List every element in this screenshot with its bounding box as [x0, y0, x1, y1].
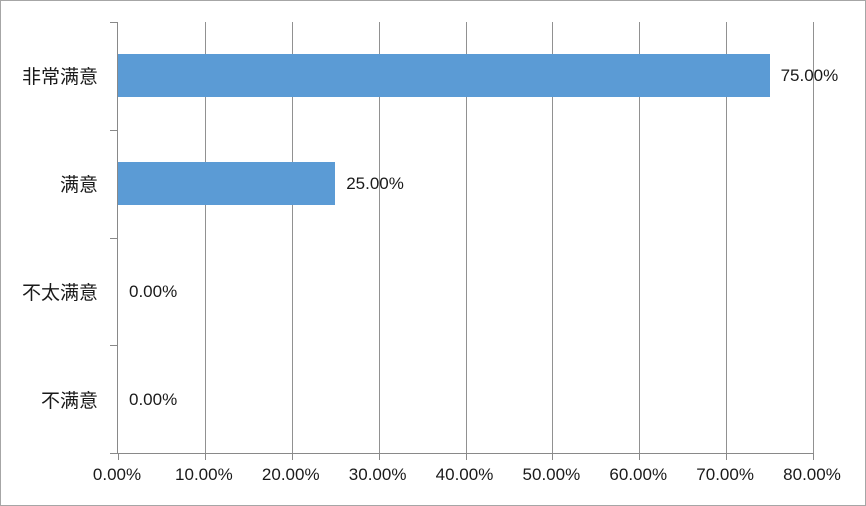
bar-row: 25.00%: [118, 130, 813, 238]
major-gridline: [291, 22, 293, 453]
x-axis-tick: [465, 453, 467, 460]
bar-row: 75.00%: [118, 22, 838, 130]
major-gridline: [465, 22, 467, 453]
data-label: 0.00%: [129, 281, 178, 301]
data-label: 0.00%: [129, 389, 178, 409]
x-axis-label: 60.00%: [609, 465, 668, 484]
x-axis-label: 40.00%: [435, 465, 494, 484]
x-axis-label: 0.00%: [92, 465, 142, 484]
category-axis: 非常满意满意不太满意不满意: [1, 22, 98, 453]
y-axis-tick: [110, 22, 117, 23]
major-gridline: [552, 22, 554, 453]
x-axis-tick: [639, 453, 641, 460]
x-axis-tick: [291, 453, 293, 460]
y-axis-tick: [110, 237, 117, 239]
value-axis: 0.00% 10.00% 20.00% 30.00% 40.00% 50.00% 60.00…: [93, 465, 841, 489]
x-axis-tick: [813, 453, 814, 460]
y-axis-tick: [110, 129, 117, 131]
x-axis-label: 30.00%: [348, 465, 407, 484]
data-bar: [118, 162, 336, 206]
bar-row: 0.00%: [118, 345, 813, 453]
major-gridline: [639, 22, 641, 453]
data-label: 25.00%: [346, 174, 404, 194]
major-gridline: [813, 22, 814, 453]
x-axis-label: 20.00%: [261, 465, 320, 484]
x-axis-label: 80.00%: [783, 465, 841, 484]
x-axis-tick: [378, 453, 380, 460]
category-label: 满意: [59, 175, 98, 197]
plot-area: 75.00% 25.00% 0.00% 0.00%: [110, 22, 838, 460]
y-axis-tick: [110, 345, 117, 347]
category-label: 非常满意: [21, 67, 98, 89]
x-axis-tick: [118, 453, 119, 460]
data-bar: [118, 54, 770, 98]
x-axis-tick: [204, 453, 206, 460]
x-axis-label: 50.00%: [522, 465, 581, 484]
major-gridline: [204, 22, 206, 453]
x-axis-label: 70.00%: [696, 465, 754, 484]
data-label: 75.00%: [780, 66, 839, 86]
category-label: 不太满意: [21, 282, 98, 304]
major-gridline: [378, 22, 380, 453]
x-axis-tick: [552, 453, 554, 460]
x-axis-tick: [726, 453, 728, 460]
y-axis-tick: [110, 453, 117, 454]
major-gridline: [726, 22, 728, 453]
category-label: 不满意: [40, 390, 98, 412]
x-axis-label: 10.00%: [175, 465, 233, 484]
bar-row: 0.00%: [118, 238, 813, 346]
